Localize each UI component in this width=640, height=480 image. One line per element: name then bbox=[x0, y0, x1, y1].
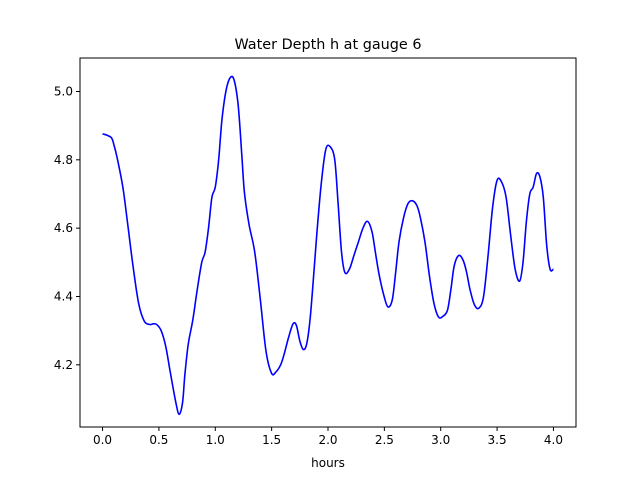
y-tick-label: 5.0 bbox=[54, 84, 73, 98]
x-tick-label: 3.0 bbox=[431, 433, 450, 447]
x-axis-label: hours bbox=[311, 456, 345, 470]
x-tick-label: 1.5 bbox=[262, 433, 281, 447]
x-tick-label: 0.0 bbox=[93, 433, 112, 447]
plot-area bbox=[102, 75, 554, 416]
x-tick-label: 4.0 bbox=[544, 433, 563, 447]
x-tick-label: 3.5 bbox=[488, 433, 507, 447]
x-axis: 0.0 0.5 1.0 1.5 2.0 2.5 3.0 3.5 4.0 bbox=[93, 427, 563, 447]
y-tick-label: 4.8 bbox=[54, 153, 73, 167]
y-tick-label: 4.2 bbox=[54, 358, 73, 372]
y-tick-label: 4.4 bbox=[54, 289, 73, 303]
x-tick-label: 1.0 bbox=[206, 433, 225, 447]
y-axis: 4.2 4.4 4.6 4.8 5.0 bbox=[54, 84, 80, 372]
x-tick-label: 0.5 bbox=[149, 433, 168, 447]
y-tick-label: 4.6 bbox=[54, 221, 73, 235]
x-tick-label: 2.5 bbox=[375, 433, 394, 447]
x-tick-label: 2.0 bbox=[318, 433, 337, 447]
series-line-1 bbox=[102, 75, 554, 416]
chart-title: Water Depth h at gauge 6 bbox=[234, 37, 421, 53]
